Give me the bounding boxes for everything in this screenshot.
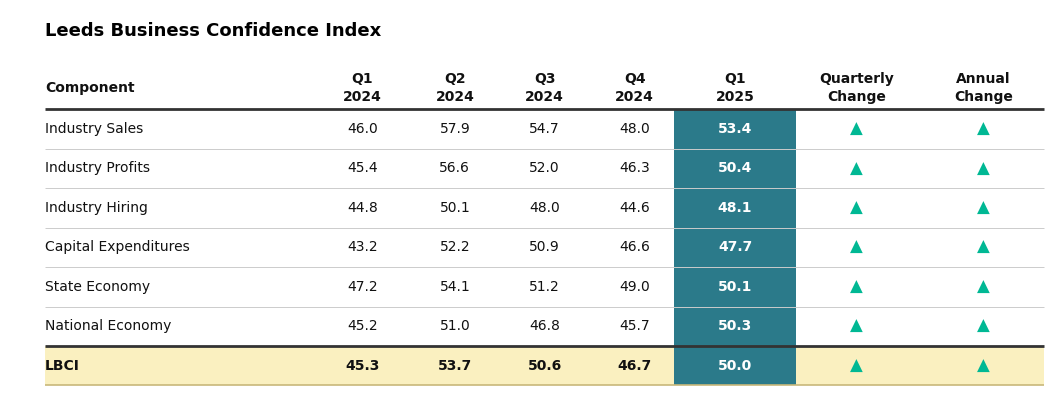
- Text: Annual
Change: Annual Change: [955, 72, 1013, 104]
- Text: 51.0: 51.0: [439, 319, 470, 333]
- Text: 43.2: 43.2: [347, 240, 377, 254]
- Text: 49.0: 49.0: [620, 280, 649, 294]
- Text: 48.1: 48.1: [718, 201, 753, 215]
- Text: 45.7: 45.7: [620, 319, 649, 333]
- Text: 50.4: 50.4: [718, 162, 753, 176]
- Text: 44.6: 44.6: [620, 201, 649, 215]
- Text: 48.0: 48.0: [529, 201, 560, 215]
- Text: ▲: ▲: [977, 199, 990, 217]
- Text: 45.3: 45.3: [345, 359, 379, 373]
- Text: Leeds Business Confidence Index: Leeds Business Confidence Index: [45, 22, 382, 40]
- Text: 51.2: 51.2: [529, 280, 560, 294]
- Text: ▲: ▲: [850, 317, 863, 335]
- Text: 50.6: 50.6: [527, 359, 562, 373]
- Bar: [674, 267, 796, 306]
- Text: Q3
2024: Q3 2024: [525, 72, 564, 104]
- Text: 46.7: 46.7: [618, 359, 652, 373]
- Text: ▲: ▲: [977, 120, 990, 138]
- Text: 46.6: 46.6: [619, 240, 651, 254]
- Text: 46.0: 46.0: [347, 122, 377, 136]
- Text: ▲: ▲: [977, 357, 990, 375]
- Bar: [674, 109, 796, 149]
- Text: Q2
2024: Q2 2024: [436, 72, 474, 104]
- Text: 50.9: 50.9: [529, 240, 560, 254]
- Text: State Economy: State Economy: [45, 280, 150, 294]
- Text: ▲: ▲: [850, 199, 863, 217]
- Bar: [674, 306, 796, 346]
- Text: 53.7: 53.7: [438, 359, 472, 373]
- Text: 52.2: 52.2: [439, 240, 470, 254]
- Text: Industry Sales: Industry Sales: [45, 122, 144, 136]
- Text: Q4
2024: Q4 2024: [615, 72, 654, 104]
- Text: 50.1: 50.1: [439, 201, 470, 215]
- Text: ▲: ▲: [977, 160, 990, 178]
- Text: 52.0: 52.0: [529, 162, 560, 176]
- Bar: [45, 346, 674, 385]
- Bar: [674, 228, 796, 267]
- Text: 50.0: 50.0: [718, 359, 753, 373]
- Text: Component: Component: [45, 80, 135, 94]
- Text: Q1
2024: Q1 2024: [343, 72, 382, 104]
- Text: 54.7: 54.7: [529, 122, 560, 136]
- Text: 50.3: 50.3: [718, 319, 753, 333]
- Text: 45.4: 45.4: [347, 162, 377, 176]
- Text: 57.9: 57.9: [439, 122, 470, 136]
- Text: 46.3: 46.3: [620, 162, 649, 176]
- Text: ▲: ▲: [850, 238, 863, 256]
- Text: Quarterly
Change: Quarterly Change: [820, 72, 894, 104]
- Text: 54.1: 54.1: [439, 280, 470, 294]
- Bar: [674, 149, 796, 188]
- Text: Q1
2025: Q1 2025: [715, 72, 755, 104]
- Text: LBCI: LBCI: [45, 359, 80, 373]
- Text: ▲: ▲: [977, 278, 990, 296]
- Bar: [674, 346, 796, 385]
- Text: 47.2: 47.2: [347, 280, 377, 294]
- Bar: [674, 188, 796, 228]
- Text: 44.8: 44.8: [347, 201, 377, 215]
- Text: ▲: ▲: [850, 357, 863, 375]
- Bar: [796, 346, 1044, 385]
- Text: 53.4: 53.4: [718, 122, 753, 136]
- Text: National Economy: National Economy: [45, 319, 171, 333]
- Text: 50.1: 50.1: [718, 280, 753, 294]
- Text: Industry Profits: Industry Profits: [45, 162, 150, 176]
- Text: ▲: ▲: [850, 120, 863, 138]
- Text: Industry Hiring: Industry Hiring: [45, 201, 148, 215]
- Text: 48.0: 48.0: [620, 122, 649, 136]
- Text: 56.6: 56.6: [439, 162, 470, 176]
- Text: 45.2: 45.2: [347, 319, 377, 333]
- Text: 46.8: 46.8: [529, 319, 560, 333]
- Text: Capital Expenditures: Capital Expenditures: [45, 240, 190, 254]
- Text: ▲: ▲: [977, 317, 990, 335]
- Text: ▲: ▲: [850, 160, 863, 178]
- Text: ▲: ▲: [977, 238, 990, 256]
- Text: 47.7: 47.7: [718, 240, 753, 254]
- Text: ▲: ▲: [850, 278, 863, 296]
